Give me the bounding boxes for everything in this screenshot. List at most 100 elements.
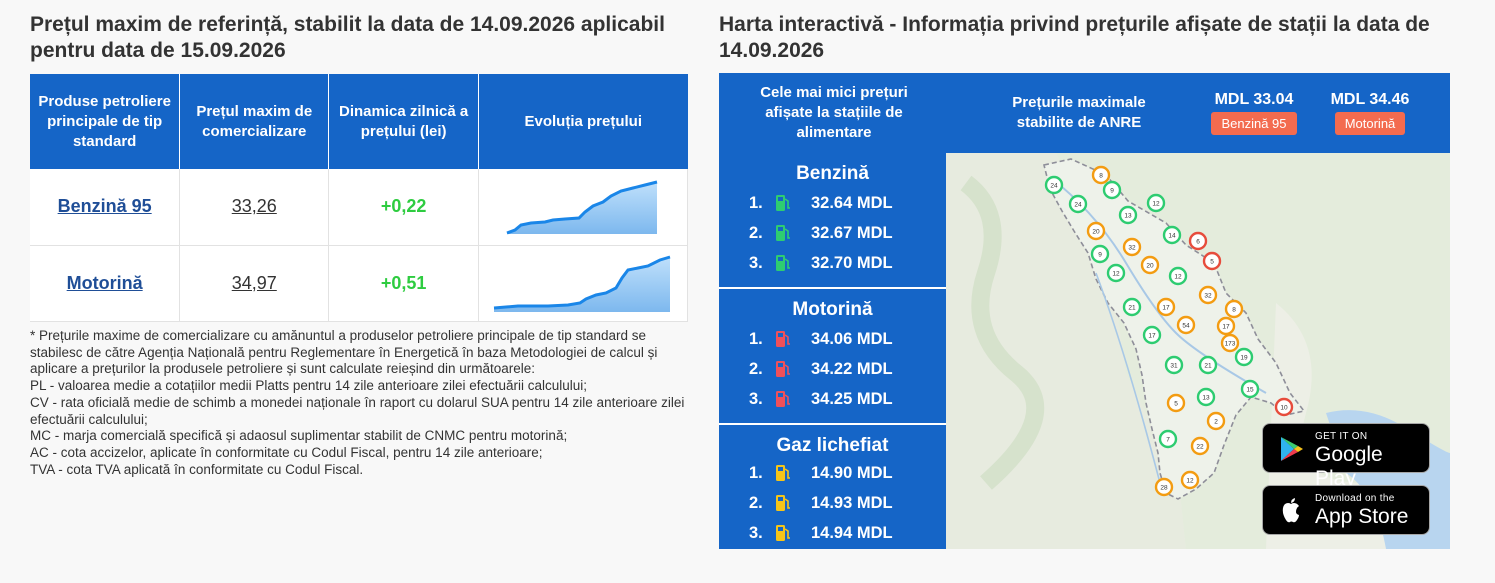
map-marker[interactable]: 12 bbox=[1106, 263, 1126, 283]
delta-value-motorina: +0,51 bbox=[328, 245, 480, 322]
map-marker[interactable]: 14 bbox=[1162, 225, 1182, 245]
interactive-map[interactable]: 24 8 9 12 24 13 20 14 6 32 9 12 20 12 5 32 8 21 17 17 54 17 17… bbox=[946, 153, 1450, 549]
table-row: Benzină 95 33,26 +0,22 bbox=[30, 169, 688, 246]
map-marker[interactable]: 2 bbox=[1206, 411, 1226, 431]
map-marker[interactable]: 15 bbox=[1240, 379, 1260, 399]
map-panel: Cele mai mici prețuri afișate la stațiil… bbox=[719, 73, 1450, 549]
map-marker-label: 12 bbox=[1152, 201, 1160, 208]
list-item[interactable]: 3. 14.94 MDL bbox=[749, 521, 929, 545]
header-products: Produse petroliere principale de tip sta… bbox=[30, 74, 181, 169]
map-marker[interactable]: 8 bbox=[1224, 299, 1244, 319]
map-marker-label: 19 bbox=[1240, 355, 1248, 362]
note-cv: CV - rata oficială medie de schimb a mon… bbox=[30, 394, 685, 427]
fuel-pump-icon bbox=[775, 224, 791, 242]
map-marker-label: 10 bbox=[1280, 405, 1288, 412]
note-mc: MC - marja comercială specifică și adaos… bbox=[30, 428, 568, 444]
map-marker[interactable]: 17 bbox=[1216, 316, 1236, 336]
map-marker-label: 24 bbox=[1074, 202, 1082, 209]
fuel-pump-icon bbox=[775, 494, 791, 512]
list-item[interactable]: 3. 34.25 MDL bbox=[749, 387, 929, 411]
map-marker-label: 5 bbox=[1210, 259, 1214, 266]
map-marker[interactable]: 7 bbox=[1158, 429, 1178, 449]
note-ac: AC - cota accizelor, aplicate în conform… bbox=[30, 444, 543, 460]
map-marker[interactable]: 31 bbox=[1164, 355, 1184, 375]
product-link-benzina[interactable]: Benzină 95 bbox=[57, 196, 152, 217]
note-intro: * Prețurile maxime de comercializare cu … bbox=[30, 328, 658, 377]
reference-price-title: Prețul maxim de referință, stabilit la d… bbox=[30, 13, 665, 62]
map-marker[interactable]: 20 bbox=[1140, 255, 1160, 275]
map-marker[interactable]: 8 bbox=[1091, 165, 1111, 185]
list-item[interactable]: 3. 32.70 MDL bbox=[749, 251, 929, 275]
map-marker[interactable]: 10 bbox=[1274, 397, 1294, 417]
map-marker[interactable]: 5 bbox=[1202, 251, 1222, 271]
map-marker[interactable]: 9 bbox=[1090, 244, 1110, 264]
fuel-pump-icon bbox=[775, 390, 791, 408]
list-item[interactable]: 1. 32.64 MDL bbox=[749, 191, 929, 215]
map-marker[interactable]: 54 bbox=[1176, 315, 1196, 335]
map-marker[interactable]: 19 bbox=[1234, 347, 1254, 367]
list-item[interactable]: 2. 32.67 MDL bbox=[749, 221, 929, 245]
map-marker-label: 20 bbox=[1146, 263, 1154, 270]
apple-icon bbox=[1282, 498, 1299, 523]
table-row: Motorină 34,97 +0,51 bbox=[30, 245, 688, 322]
list-item[interactable]: 2. 34.22 MDL bbox=[749, 357, 929, 381]
section-motorina: Motorină 1. 34.06 MDL 2. 34.22 MDL 3. 34… bbox=[719, 289, 946, 423]
price: 34.25 MDL bbox=[811, 389, 893, 408]
map-marker[interactable]: 6 bbox=[1188, 231, 1208, 251]
price: 34.22 MDL bbox=[811, 359, 893, 378]
notes: * Prețurile maxime de comercializare cu … bbox=[30, 328, 690, 478]
app-store-button[interactable]: Download on the App Store bbox=[1262, 485, 1430, 535]
product-cell: Benzină 95 bbox=[30, 169, 181, 246]
map-marker[interactable]: 22 bbox=[1190, 436, 1210, 456]
map-marker-label: 15 bbox=[1246, 387, 1254, 394]
google-play-small-label: GET IT ON bbox=[1315, 431, 1368, 442]
list-item[interactable]: 2. 14.93 MDL bbox=[749, 491, 929, 515]
section-benzina: Benzină 1. 32.64 MDL 2. 32.67 MDL 3. 32.… bbox=[719, 153, 946, 287]
list-item[interactable]: 1. 34.06 MDL bbox=[749, 327, 929, 351]
map-marker[interactable]: 20 bbox=[1086, 221, 1106, 241]
google-play-button[interactable]: GET IT ON Google Play bbox=[1262, 423, 1430, 490]
map-marker-label: 28 bbox=[1160, 485, 1168, 492]
map-marker[interactable]: 12 bbox=[1180, 470, 1200, 490]
map-marker[interactable]: 32 bbox=[1198, 285, 1218, 305]
price-cell: 34,97 bbox=[179, 245, 330, 322]
map-marker[interactable]: 13 bbox=[1196, 387, 1216, 407]
list-item[interactable]: 1. 14.90 MDL bbox=[749, 461, 929, 485]
max-prices-label: Prețurile maximale stabilite de ANRE bbox=[1012, 94, 1146, 131]
price-value-benzina[interactable]: 33,26 bbox=[231, 196, 277, 217]
map-marker[interactable]: 21 bbox=[1198, 355, 1218, 375]
product-cell: Motorină bbox=[30, 245, 181, 322]
map-marker[interactable]: 9 bbox=[1102, 180, 1122, 200]
map-marker[interactable]: 5 bbox=[1166, 393, 1186, 413]
map-marker[interactable]: 24 bbox=[1044, 175, 1064, 195]
price-table-header: Produse petroliere principale de tip sta… bbox=[30, 74, 688, 169]
max-price-motorina: MDL 34.46 Motorină bbox=[1325, 91, 1415, 135]
map-marker[interactable]: 24 bbox=[1068, 194, 1088, 214]
map-section: Harta interactivă - Informația privind p… bbox=[719, 12, 1454, 64]
map-marker[interactable]: 12 bbox=[1168, 266, 1188, 286]
map-marker[interactable]: 17 bbox=[1142, 325, 1162, 345]
map-marker-label: 54 bbox=[1182, 323, 1190, 330]
fuel-pump-icon bbox=[775, 360, 791, 378]
sparkline-cell bbox=[478, 245, 688, 322]
price-value-motorina[interactable]: 34,97 bbox=[231, 272, 277, 293]
map-marker[interactable]: 173 bbox=[1220, 333, 1240, 353]
map-marker[interactable]: 17 bbox=[1156, 297, 1176, 317]
map-marker[interactable]: 21 bbox=[1122, 297, 1142, 317]
map-marker[interactable]: 32 bbox=[1122, 237, 1142, 257]
note-pl: PL - valoarea medie a cotațiilor medii P… bbox=[30, 378, 588, 394]
map-marker[interactable]: 28 bbox=[1154, 477, 1174, 497]
rank: 2. bbox=[749, 223, 763, 242]
map-marker[interactable]: 12 bbox=[1146, 193, 1166, 213]
sparkline-motorina bbox=[493, 255, 671, 312]
map-marker[interactable]: 13 bbox=[1118, 205, 1138, 225]
fuel-pump-icon bbox=[775, 194, 791, 212]
rank: 2. bbox=[749, 359, 763, 378]
google-play-icon bbox=[1281, 437, 1303, 461]
product-link-motorina[interactable]: Motorină bbox=[66, 272, 143, 293]
rank: 3. bbox=[749, 389, 763, 408]
max-price-motorina-badge: Motorină bbox=[1334, 112, 1406, 135]
map-marker-label: 22 bbox=[1196, 444, 1204, 451]
google-play-big-label: Google Play bbox=[1315, 443, 1383, 490]
price: 14.93 MDL bbox=[811, 493, 893, 512]
